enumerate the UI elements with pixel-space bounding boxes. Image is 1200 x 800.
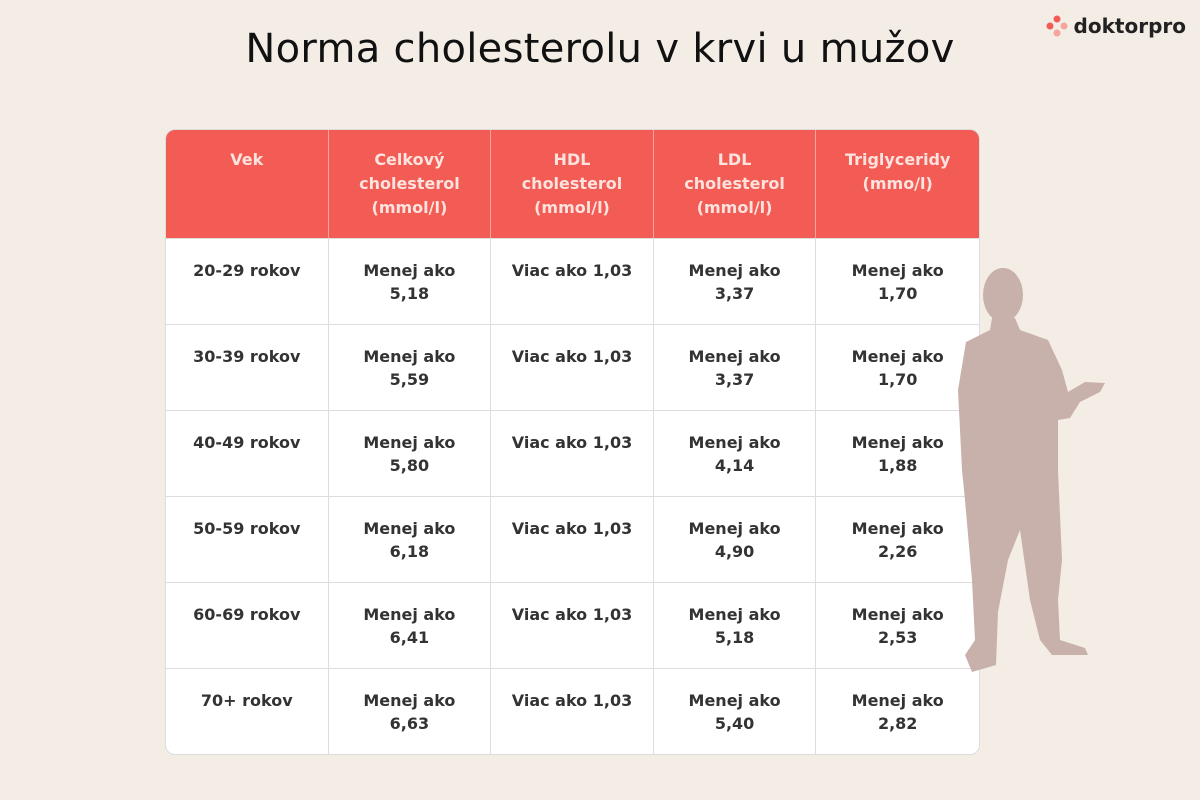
- logo: doktorpro: [1046, 14, 1186, 38]
- table-cell: Menej ako 4,14: [653, 410, 817, 496]
- table-row: 20-29 rokov Menej ako 5,18 Viac ako 1,03 Me…: [166, 238, 979, 324]
- table-cell: Viac ako 1,03: [491, 582, 654, 668]
- table-cell: Menej ako 5,40: [653, 668, 817, 754]
- table-cell: Menej ako 6,18: [328, 496, 492, 582]
- table-cell: Menej ako 5,80: [328, 410, 492, 496]
- table-cell: Menej ako 2,26: [816, 496, 979, 582]
- title: Norma cholesterolu v krvi u mužov: [245, 26, 955, 72]
- header-row: Vek Celkový cholesterol (mmol/l) HDL chole…: [166, 130, 979, 238]
- table-cell: Menej ako 3,37: [653, 324, 817, 410]
- table-row: 70+ rokov Menej ako 6,63 Viac ako 1,03 Mene…: [166, 668, 979, 754]
- table-cell: Menej ako 6,63: [328, 668, 492, 754]
- column-header: Triglyceridy (mmo/l): [816, 130, 979, 238]
- table-cell: Viac ako 1,03: [491, 668, 654, 754]
- cholesterol-table: Vek Celkový cholesterol (mmol/l) HDL chole…: [165, 129, 980, 755]
- table-cell: 50-59 rokov: [166, 496, 329, 582]
- table-cell: Menej ako 2,53: [816, 582, 979, 668]
- table-body: 20-29 rokov Menej ako 5,18 Viac ako 1,03 Me…: [166, 238, 979, 754]
- table-cell: Menej ako 5,59: [328, 324, 492, 410]
- table-cell: Viac ako 1,03: [491, 410, 654, 496]
- table-row: 40-49 rokov Menej ako 5,80 Viac ako 1,03 Me…: [166, 410, 979, 496]
- logo-text: doktorpro: [1073, 14, 1186, 38]
- table-row: 50-59 rokov Menej ako 6,18 Viac ako 1,03 Me…: [166, 496, 979, 582]
- table-row: 60-69 rokov Menej ako 6,41 Viac ako 1,03 Me…: [166, 582, 979, 668]
- table-cell: Viac ako 1,03: [491, 324, 654, 410]
- column-header: Vek: [166, 130, 329, 238]
- table-cell: 60-69 rokov: [166, 582, 329, 668]
- table-cell: Menej ako 1,70: [816, 238, 979, 324]
- table-cell: Menej ako 5,18: [328, 238, 492, 324]
- column-header: HDL cholesterol (mmol/l): [491, 130, 654, 238]
- column-header: Celkový cholesterol (mmol/l): [328, 130, 492, 238]
- table-cell: Menej ako 1,88: [816, 410, 979, 496]
- table-cell: Menej ako 1,70: [816, 324, 979, 410]
- table-cell: 70+ rokov: [166, 668, 329, 754]
- column-header: LDL cholesterol (mmol/l): [653, 130, 817, 238]
- table-cell: 40-49 rokov: [166, 410, 329, 496]
- table-cell: Viac ako 1,03: [491, 238, 654, 324]
- logo-icon: [1046, 15, 1068, 37]
- table-cell: 20-29 rokov: [166, 238, 329, 324]
- table-row: 30-39 rokov Menej ako 5,59 Viac ako 1,03 Me…: [166, 324, 979, 410]
- table-cell: 30-39 rokov: [166, 324, 329, 410]
- table-cell: Viac ako 1,03: [491, 496, 654, 582]
- table-cell: Menej ako 5,18: [653, 582, 817, 668]
- table-cell: Menej ako 3,37: [653, 238, 817, 324]
- table-cell: Menej ako 2,82: [816, 668, 979, 754]
- table-cell: Menej ako 4,90: [653, 496, 817, 582]
- table-cell: Menej ako 6,41: [328, 582, 492, 668]
- man-silhouette: [958, 268, 1105, 672]
